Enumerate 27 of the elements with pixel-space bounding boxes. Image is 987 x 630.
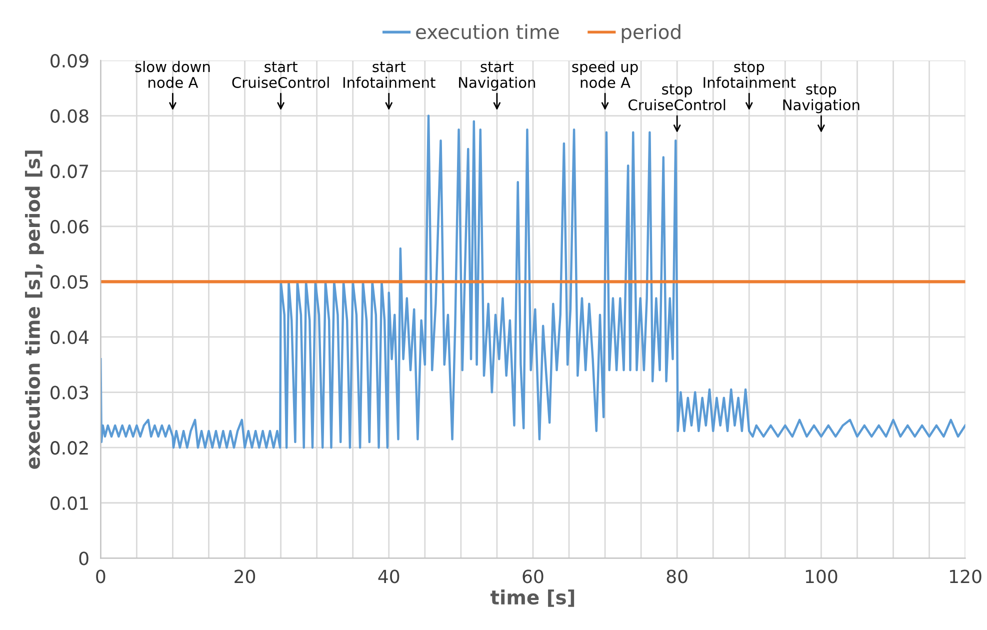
- x-tick-label: 40: [378, 570, 400, 584]
- y-tick-label: 0.04: [50, 330, 89, 344]
- annotation: slow down node A: [135, 60, 210, 88]
- y-tick-label: 0.09: [50, 54, 88, 68]
- annotation: speed up node A: [572, 60, 638, 88]
- y-tick-label: 0.03: [50, 386, 88, 400]
- y-tick-label: 0.08: [50, 109, 88, 123]
- x-axis-title: time [s]: [490, 590, 574, 607]
- annotation: start Infotainment: [343, 62, 436, 88]
- y-tick-label: 0.07: [50, 164, 88, 178]
- y-tick-label: 0.01: [50, 496, 88, 510]
- annotation: start Navigation: [459, 62, 536, 91]
- y-axis-title: execution time [s], period [s]: [24, 150, 44, 469]
- y-tick-label: 0.06: [50, 220, 88, 234]
- y-tick-label: 0: [79, 552, 88, 566]
- x-tick-label: 120: [950, 570, 982, 584]
- x-tick-label: 60: [522, 570, 544, 584]
- legend-label: period: [622, 24, 680, 43]
- x-tick-label: 20: [234, 570, 256, 584]
- legend-label: execution time: [416, 24, 559, 40]
- x-tick-label: 80: [666, 570, 688, 584]
- annotation: start CruiseControl: [232, 62, 329, 88]
- x-tick-label: 0: [96, 570, 106, 584]
- line-series: [100, 114, 966, 449]
- x-tick-label: 100: [806, 570, 838, 584]
- y-tick-label: 0.05: [50, 275, 88, 289]
- y-tick-label: 0.02: [50, 441, 88, 455]
